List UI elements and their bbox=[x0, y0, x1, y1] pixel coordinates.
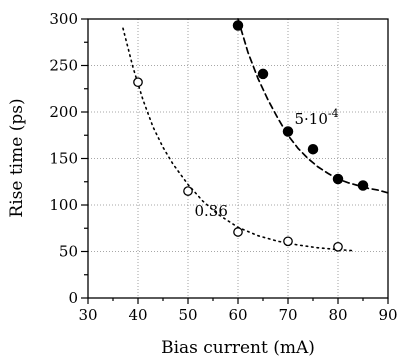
y-tick-label-50: 50 bbox=[59, 243, 78, 261]
annotations: 5·10-4 0.36 bbox=[195, 107, 339, 220]
x-tick-label-90: 90 bbox=[378, 306, 397, 324]
x-tick-label-80: 80 bbox=[328, 306, 347, 324]
fit-curve-2 bbox=[122, 27, 354, 252]
annotation-2: 0.36 bbox=[195, 202, 228, 220]
series-1-point-4 bbox=[307, 143, 319, 155]
x-tick-label-60: 60 bbox=[228, 306, 247, 324]
annotation-1-exponent: -4 bbox=[328, 107, 339, 120]
y-axis-title: Rise time (ps) bbox=[7, 98, 27, 217]
y-tick-label-200: 200 bbox=[49, 103, 78, 121]
series-1-point-2 bbox=[257, 68, 269, 80]
x-tick-label-40: 40 bbox=[128, 306, 147, 324]
y-tick-label-250: 250 bbox=[49, 57, 78, 75]
series-1-point-3 bbox=[282, 126, 294, 137]
y-tick-label-300: 300 bbox=[49, 10, 78, 28]
x-tick-label-30: 30 bbox=[78, 306, 97, 324]
series-2-point-4 bbox=[283, 236, 293, 247]
x-axis-title: Bias current (mA) bbox=[161, 338, 315, 358]
series-2-point-2 bbox=[183, 186, 193, 196]
series-2-point-5 bbox=[333, 241, 343, 252]
data-points bbox=[133, 20, 369, 252]
fit-curves bbox=[122, 18, 389, 252]
series-2-point-1 bbox=[133, 77, 143, 88]
series-1-point-5 bbox=[332, 173, 344, 185]
series-1-point-6 bbox=[357, 180, 369, 191]
y-tick-label-0: 0 bbox=[68, 289, 78, 307]
x-tick-label-70: 70 bbox=[278, 306, 297, 324]
y-tick-label-150: 150 bbox=[49, 150, 78, 168]
series-2-point-3 bbox=[233, 227, 243, 237]
x-tick-label-50: 50 bbox=[178, 306, 197, 324]
tick-labels: 30 40 50 60 70 80 90 0 50 100 150 200 250 300 bbox=[49, 10, 397, 324]
fit-curve-1 bbox=[237, 18, 389, 194]
series-1-point-1 bbox=[232, 20, 244, 31]
y-tick-label-100: 100 bbox=[49, 196, 78, 214]
axis-ticks bbox=[81, 18, 389, 304]
annotation-1: 5·10-4 bbox=[295, 107, 339, 128]
grid bbox=[88, 19, 388, 298]
